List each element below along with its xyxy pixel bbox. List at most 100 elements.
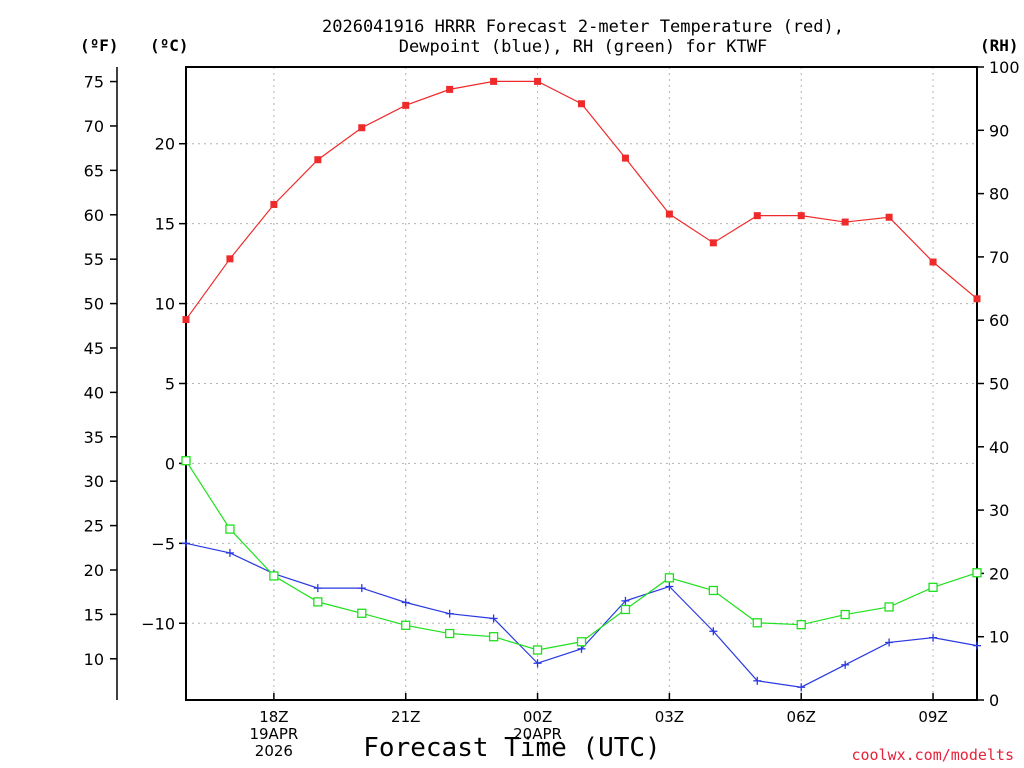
temperature-point [885,213,893,221]
rh-tick-label: 100 [989,58,1020,77]
dewpoint-point [313,584,322,593]
temperature-point [402,101,410,109]
temperature-point [929,258,937,266]
rh-point [576,637,587,647]
rh-tick-label: 30 [989,501,1009,520]
rh-point [972,568,982,578]
rh-point [752,618,762,628]
rh-point [840,609,850,620]
rh-tick-label: 70 [989,248,1009,267]
rh-tick-label: 50 [989,375,1009,394]
dewpoint-point [797,683,806,692]
rh-point [620,604,631,615]
temperature-point [270,200,278,208]
fahrenheit-tick-label: 60 [84,206,104,225]
rh-point [445,628,455,639]
x-tick-label: 00Z [523,708,552,726]
dewpoint-point [885,638,894,647]
fahrenheit-tick-label: 15 [84,605,104,624]
dewpoint-series-line [185,542,978,688]
fahrenheit-tick-label: 65 [84,161,104,180]
fahrenheit-tick-label: 55 [84,250,104,269]
temperature-point [665,210,673,218]
celsius-tick-label: 20 [155,135,175,154]
temperature-point [226,255,234,263]
x-tick-label: 2026 [255,742,293,760]
celsius-tick-label: 10 [155,295,175,314]
fahrenheit-tick-label: 35 [84,428,104,447]
dewpoint-point [533,659,542,668]
rh-point [357,608,367,618]
x-tick-label: 20APR [513,725,562,743]
fahrenheit-tick-label: 75 [84,73,104,92]
dewpoint-point [665,582,674,591]
source-credit: coolwx.com/modelts [851,746,1014,764]
temperature-point [797,212,805,220]
celsius-tick-label: −10 [141,614,175,633]
dewpoint-point [621,596,630,605]
temperature-point [490,77,498,85]
chart-title-line-2: Dewpoint (blue), RH (green) for KTWF [398,37,768,57]
celsius-tick-label: 0 [165,454,175,473]
x-tick-label: 18Z [259,708,288,726]
rh-tick-label: 40 [989,438,1009,457]
chart-title-line-1: 2026041916 HRRR Forecast 2-meter Tempera… [322,17,844,37]
dewpoint-point [489,614,498,623]
temperature-point [841,218,849,226]
x-tick-label: 09Z [918,708,947,726]
rh-series-line [185,460,978,651]
fahrenheit-tick-label: 30 [84,472,104,491]
rh-axis-unit: (RH) [980,36,1019,55]
rh-point [708,585,718,596]
rh-point [884,602,894,612]
rh-tick-label: 80 [989,185,1009,204]
temperature-point [314,156,322,164]
fahrenheit-tick-label: 40 [84,383,104,402]
rh-point [181,456,191,466]
rh-point [532,645,543,655]
temperature-point [446,85,454,93]
rh-point [796,620,806,630]
celsius-tick-label: −5 [151,534,175,553]
temperature-point [358,124,366,132]
rh-tick-label: 60 [989,311,1009,330]
temperature-series-line [185,80,978,320]
dewpoint-point [973,641,981,650]
x-axis-title: Forecast Time (UTC) [363,733,661,763]
dewpoint-point [445,609,454,618]
x-tick-label: 06Z [787,708,816,726]
x-tick-label: 21Z [391,708,420,726]
fahrenheit-tick-label: 45 [84,339,104,358]
rh-point [664,573,675,583]
fahrenheit-axis-unit: (ºF) [80,36,119,55]
rh-point [225,524,235,534]
fahrenheit-tick-label: 70 [84,117,104,136]
rh-point [488,632,499,642]
rh-tick-label: 20 [989,564,1009,583]
fahrenheit-tick-label: 50 [84,295,104,314]
rh-tick-label: 0 [989,691,999,710]
celsius-tick-label: 5 [165,375,175,394]
rh-point [269,571,279,581]
dewpoint-point [401,598,410,607]
temperature-point [709,239,717,247]
rh-tick-label: 10 [989,628,1009,647]
dewpoint-point [357,584,366,593]
celsius-axis-unit: (ºC) [150,36,189,55]
x-tick-label: 03Z [655,708,684,726]
dewpoint-point [225,548,234,557]
rh-point [313,597,323,607]
celsius-tick-label: 15 [155,215,175,234]
temperature-point [753,212,761,220]
rh-point [928,582,938,592]
temperature-point [973,295,981,303]
dewpoint-point [709,627,718,636]
temperature-point [534,77,542,85]
dewpoint-point [929,633,938,642]
dewpoint-point [841,660,850,669]
x-tick-label: 19APR [249,725,298,743]
rh-point [401,620,411,630]
fahrenheit-tick-label: 10 [84,650,104,669]
temperature-point [578,100,585,108]
